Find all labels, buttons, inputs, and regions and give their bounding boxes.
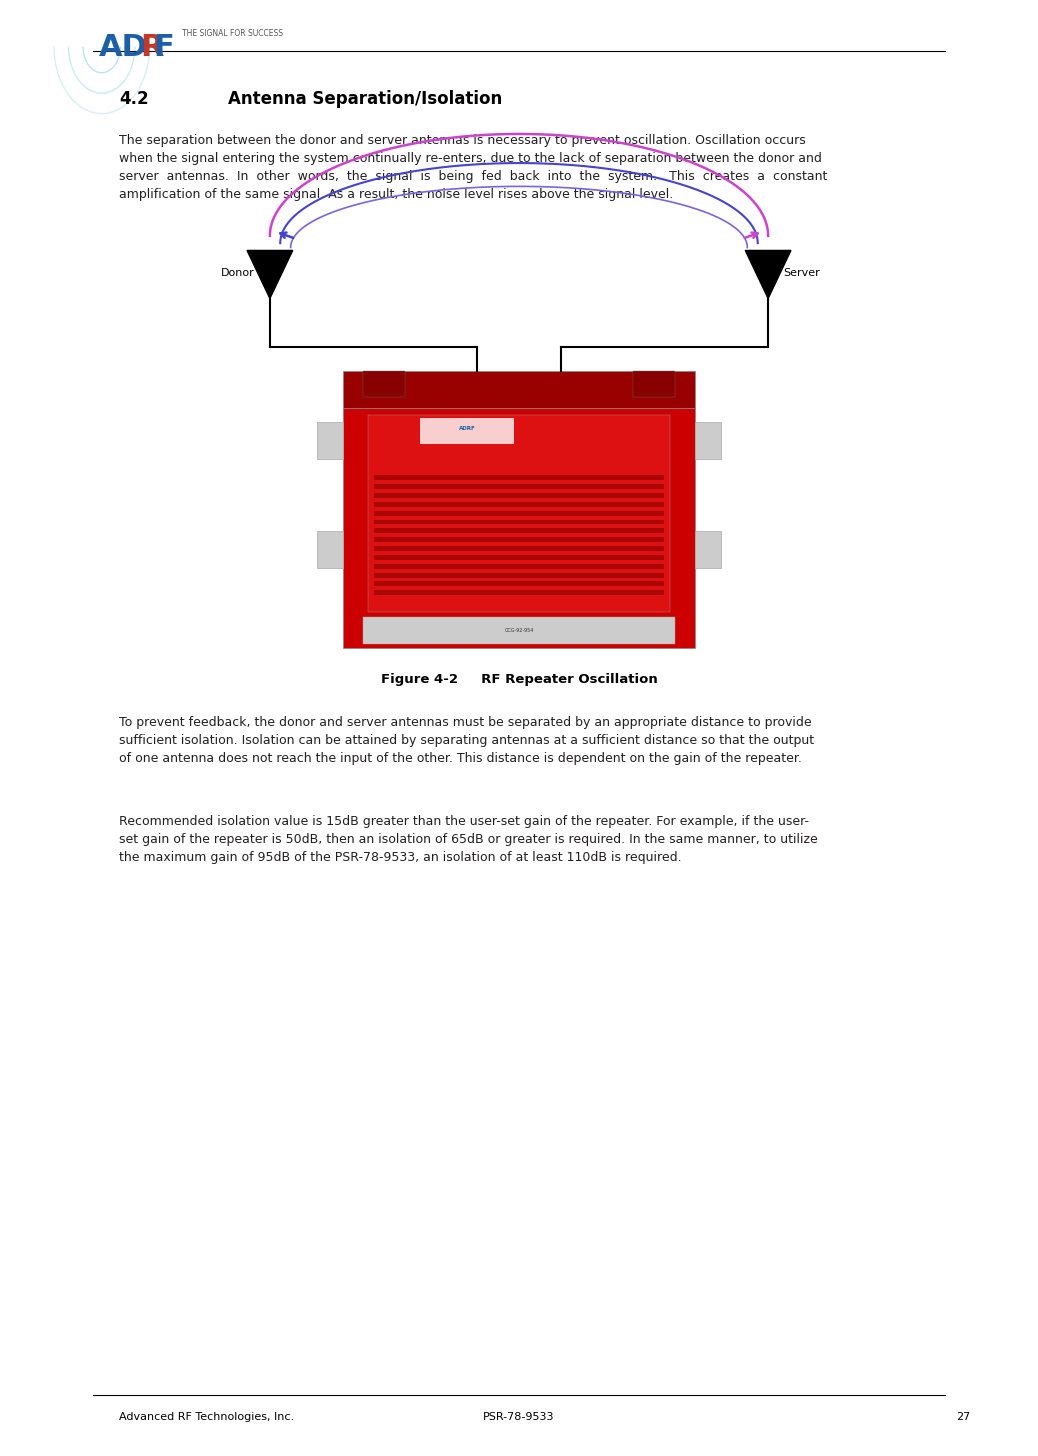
Polygon shape <box>745 250 791 298</box>
Text: PSR-78-9533: PSR-78-9533 <box>484 1412 554 1423</box>
Text: To prevent feedback, the donor and server antennas must be separated by an appro: To prevent feedback, the donor and serve… <box>119 716 815 766</box>
Text: Server: Server <box>784 268 820 278</box>
Bar <box>343 408 695 648</box>
Bar <box>374 537 664 542</box>
Bar <box>374 520 664 524</box>
Text: Recommended isolation value is 15dB greater than the user-set gain of the repeat: Recommended isolation value is 15dB grea… <box>119 815 818 865</box>
Bar <box>374 546 664 550</box>
Bar <box>374 581 664 587</box>
Bar <box>363 371 405 397</box>
Text: THE SIGNAL FOR SUCCESS: THE SIGNAL FOR SUCCESS <box>182 29 282 38</box>
Bar <box>695 422 721 459</box>
Text: Donor: Donor <box>220 268 254 278</box>
Bar <box>633 371 675 397</box>
Bar <box>374 529 664 533</box>
Bar <box>374 572 664 578</box>
Bar <box>374 511 664 515</box>
Bar <box>374 485 664 489</box>
Bar <box>363 617 675 644</box>
Text: F: F <box>154 33 174 63</box>
Bar <box>374 502 664 507</box>
Bar <box>368 415 670 612</box>
Bar <box>420 418 514 444</box>
Text: The separation between the donor and server antennas is necessary to prevent osc: The separation between the donor and ser… <box>119 134 827 201</box>
Text: Figure 4-2     RF Repeater Oscillation: Figure 4-2 RF Repeater Oscillation <box>381 673 657 686</box>
Text: ADRF: ADRF <box>459 425 475 431</box>
Bar <box>374 590 664 596</box>
Bar <box>374 555 664 559</box>
Polygon shape <box>247 250 293 298</box>
Bar <box>317 531 343 568</box>
Text: Antenna Separation/Isolation: Antenna Separation/Isolation <box>228 90 502 108</box>
Bar <box>374 563 664 569</box>
Bar <box>374 494 664 498</box>
Bar <box>695 531 721 568</box>
Text: R: R <box>140 33 164 63</box>
Text: 4.2: 4.2 <box>119 90 149 108</box>
Text: CCG-92-954: CCG-92-954 <box>504 628 534 633</box>
Bar <box>317 422 343 459</box>
Text: Advanced RF Technologies, Inc.: Advanced RF Technologies, Inc. <box>119 1412 295 1423</box>
Bar <box>343 371 695 408</box>
Text: 27: 27 <box>956 1412 971 1423</box>
Text: AD: AD <box>99 33 147 63</box>
Bar <box>374 476 664 480</box>
